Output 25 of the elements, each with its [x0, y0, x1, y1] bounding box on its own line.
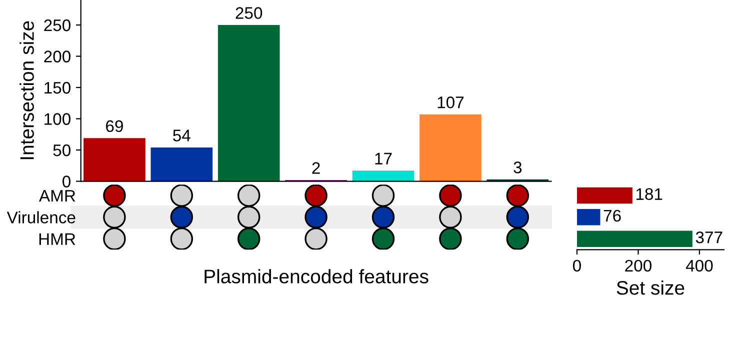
y-tick-label: 0: [62, 176, 70, 188]
y-tick-label: 50: [53, 144, 70, 156]
text: Plasmid-encoded features: [204, 269, 428, 284]
data-label: 69: [106, 120, 123, 132]
data-label: 76: [604, 210, 621, 222]
y-tick-label: 150: [44, 82, 70, 94]
y-axis-title: Intersection size: [20, 21, 34, 160]
y-tick-label: 100: [44, 113, 70, 125]
x-axis-title: Set size: [616, 280, 684, 295]
data-label: 377: [696, 232, 722, 244]
data-label: 17: [375, 152, 392, 164]
data-label: 2: [312, 162, 320, 174]
data-label: 54: [173, 130, 190, 142]
data-label: 3: [514, 162, 522, 174]
x-tick-label: 400: [686, 260, 713, 272]
category-label: HMR: [39, 233, 76, 245]
x-tick-label: 200: [625, 260, 652, 272]
category-label: Virulence: [6, 211, 76, 224]
category-label: AMR: [38, 190, 76, 202]
data-label: 107: [438, 96, 464, 108]
y-tick-label: 200: [44, 50, 70, 62]
x-tick-label: 0: [572, 260, 581, 272]
y-tick-label: 250: [44, 19, 70, 32]
data-label: 181: [636, 188, 662, 200]
data-label: 250: [236, 7, 262, 19]
